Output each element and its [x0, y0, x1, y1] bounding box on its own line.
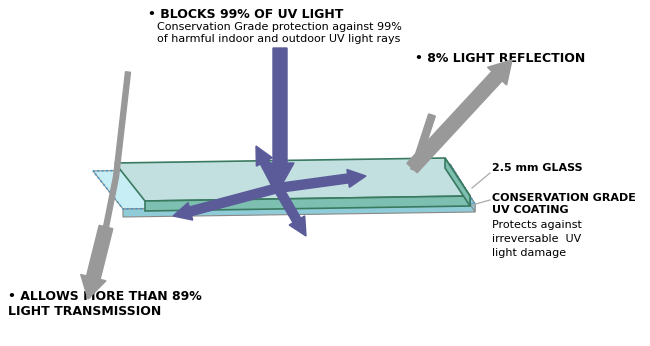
- Text: of harmful indoor and outdoor UV light rays: of harmful indoor and outdoor UV light r…: [157, 34, 400, 44]
- Text: • BLOCKS 99% OF UV LIGHT: • BLOCKS 99% OF UV LIGHT: [148, 8, 343, 21]
- Polygon shape: [115, 158, 470, 201]
- Text: 2.5 mm GLASS: 2.5 mm GLASS: [492, 163, 582, 173]
- Text: • 8% LIGHT REFLECTION: • 8% LIGHT REFLECTION: [415, 52, 585, 65]
- FancyArrow shape: [81, 225, 113, 299]
- Polygon shape: [445, 158, 470, 206]
- Text: UV COATING: UV COATING: [492, 205, 569, 215]
- Text: Conservation Grade protection against 99%: Conservation Grade protection against 99…: [157, 22, 402, 32]
- FancyArrow shape: [103, 176, 118, 227]
- FancyArrow shape: [411, 114, 436, 171]
- Polygon shape: [123, 204, 475, 217]
- FancyArrow shape: [407, 60, 512, 173]
- FancyArrow shape: [114, 72, 131, 177]
- FancyArrow shape: [278, 170, 366, 192]
- FancyArrow shape: [266, 48, 294, 188]
- Polygon shape: [450, 164, 475, 212]
- Text: Protects against
irreversable  UV
light damage: Protects against irreversable UV light d…: [492, 220, 582, 258]
- Text: CONSERVATION GRADE: CONSERVATION GRADE: [492, 193, 636, 203]
- FancyArrow shape: [256, 146, 282, 190]
- FancyArrow shape: [274, 186, 306, 236]
- Text: LIGHT TRANSMISSION: LIGHT TRANSMISSION: [8, 305, 161, 318]
- FancyArrow shape: [173, 184, 279, 220]
- Polygon shape: [93, 164, 475, 209]
- Polygon shape: [145, 196, 470, 211]
- Text: • ALLOWS MORE THAN 89%: • ALLOWS MORE THAN 89%: [8, 290, 202, 303]
